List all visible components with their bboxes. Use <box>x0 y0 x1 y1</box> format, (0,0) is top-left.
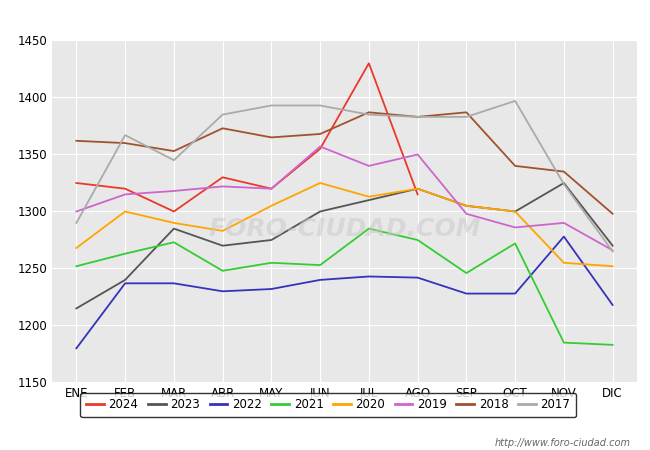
Text: FORO-CIUDAD.COM: FORO-CIUDAD.COM <box>208 216 481 241</box>
Text: Afiliados en Fuentes de Ebro a 31/8/2024: Afiliados en Fuentes de Ebro a 31/8/2024 <box>118 11 532 29</box>
Text: http://www.foro-ciudad.com: http://www.foro-ciudad.com <box>495 438 630 448</box>
Legend: 2024, 2023, 2022, 2021, 2020, 2019, 2018, 2017: 2024, 2023, 2022, 2021, 2020, 2019, 2018… <box>80 392 577 418</box>
